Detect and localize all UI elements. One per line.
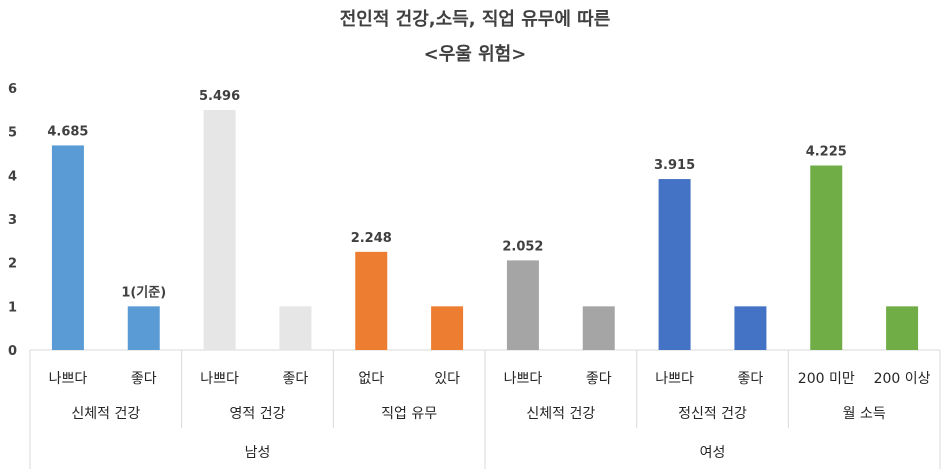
supergroup-label: 여성 bbox=[700, 445, 726, 461]
bar bbox=[355, 251, 388, 350]
data-label: 2.052 bbox=[502, 239, 543, 254]
category-label: 나쁘다 bbox=[200, 371, 239, 387]
group-label: 신체적 건강 bbox=[526, 406, 595, 422]
supergroup-label: 남성 bbox=[245, 445, 271, 461]
bar bbox=[582, 306, 615, 350]
y-tick-label: 2 bbox=[8, 257, 17, 272]
data-label: 3.915 bbox=[654, 158, 695, 173]
bar bbox=[51, 145, 84, 350]
bars-layer bbox=[51, 110, 919, 351]
category-label: 없다 bbox=[358, 371, 384, 387]
chart-title-line-2: <우울 위험> bbox=[424, 43, 527, 65]
y-tick-label: 4 bbox=[8, 169, 17, 184]
group-label: 영적 건강 bbox=[230, 406, 286, 422]
group-label: 신체적 건강 bbox=[71, 406, 140, 422]
category-label: 좋다 bbox=[131, 371, 157, 387]
category-label: 나쁘다 bbox=[504, 371, 543, 387]
data-label: 4.225 bbox=[806, 145, 847, 160]
data-label: 4.685 bbox=[47, 124, 88, 139]
category-label: 나쁘다 bbox=[49, 371, 88, 387]
group-label: 정신적 건강 bbox=[678, 406, 747, 422]
category-label: 좋다 bbox=[738, 371, 764, 387]
bar bbox=[279, 306, 312, 350]
category-label: 좋다 bbox=[283, 371, 309, 387]
group-label: 월 소득 bbox=[843, 406, 886, 422]
category-label: 200 이상 bbox=[874, 371, 931, 387]
category-label: 나쁘다 bbox=[655, 371, 694, 387]
y-tick-label: 1 bbox=[8, 300, 17, 315]
labels-layer: 4.685 나쁘다 1(기준) 좋다 5.496 나쁘다 좋다 2.248 없다 있다 2.052 나… bbox=[47, 89, 930, 461]
data-label: 1(기준) bbox=[121, 285, 166, 300]
bar bbox=[886, 306, 919, 350]
group-label: 직업 유무 bbox=[381, 406, 437, 422]
bar bbox=[203, 110, 236, 351]
category-label: 좋다 bbox=[586, 371, 612, 387]
category-label: 있다 bbox=[434, 371, 460, 387]
bar bbox=[658, 179, 691, 350]
y-tick-label: 6 bbox=[8, 82, 17, 97]
bar bbox=[431, 306, 464, 350]
y-tick-label: 3 bbox=[8, 213, 17, 228]
bar bbox=[810, 165, 843, 350]
data-label: 2.248 bbox=[351, 231, 392, 246]
chart-title-line-1: 전인적 건강,소득, 직업 유무에 따른 bbox=[340, 9, 611, 30]
bar bbox=[734, 306, 767, 350]
data-label: 5.496 bbox=[199, 89, 240, 104]
axis-layer: 0 1 2 3 4 5 6 bbox=[8, 82, 941, 469]
bar bbox=[127, 306, 160, 350]
bar bbox=[506, 260, 539, 350]
y-tick-label: 5 bbox=[8, 126, 17, 141]
category-label: 200 미만 bbox=[798, 371, 855, 387]
y-tick-label: 0 bbox=[8, 344, 17, 359]
